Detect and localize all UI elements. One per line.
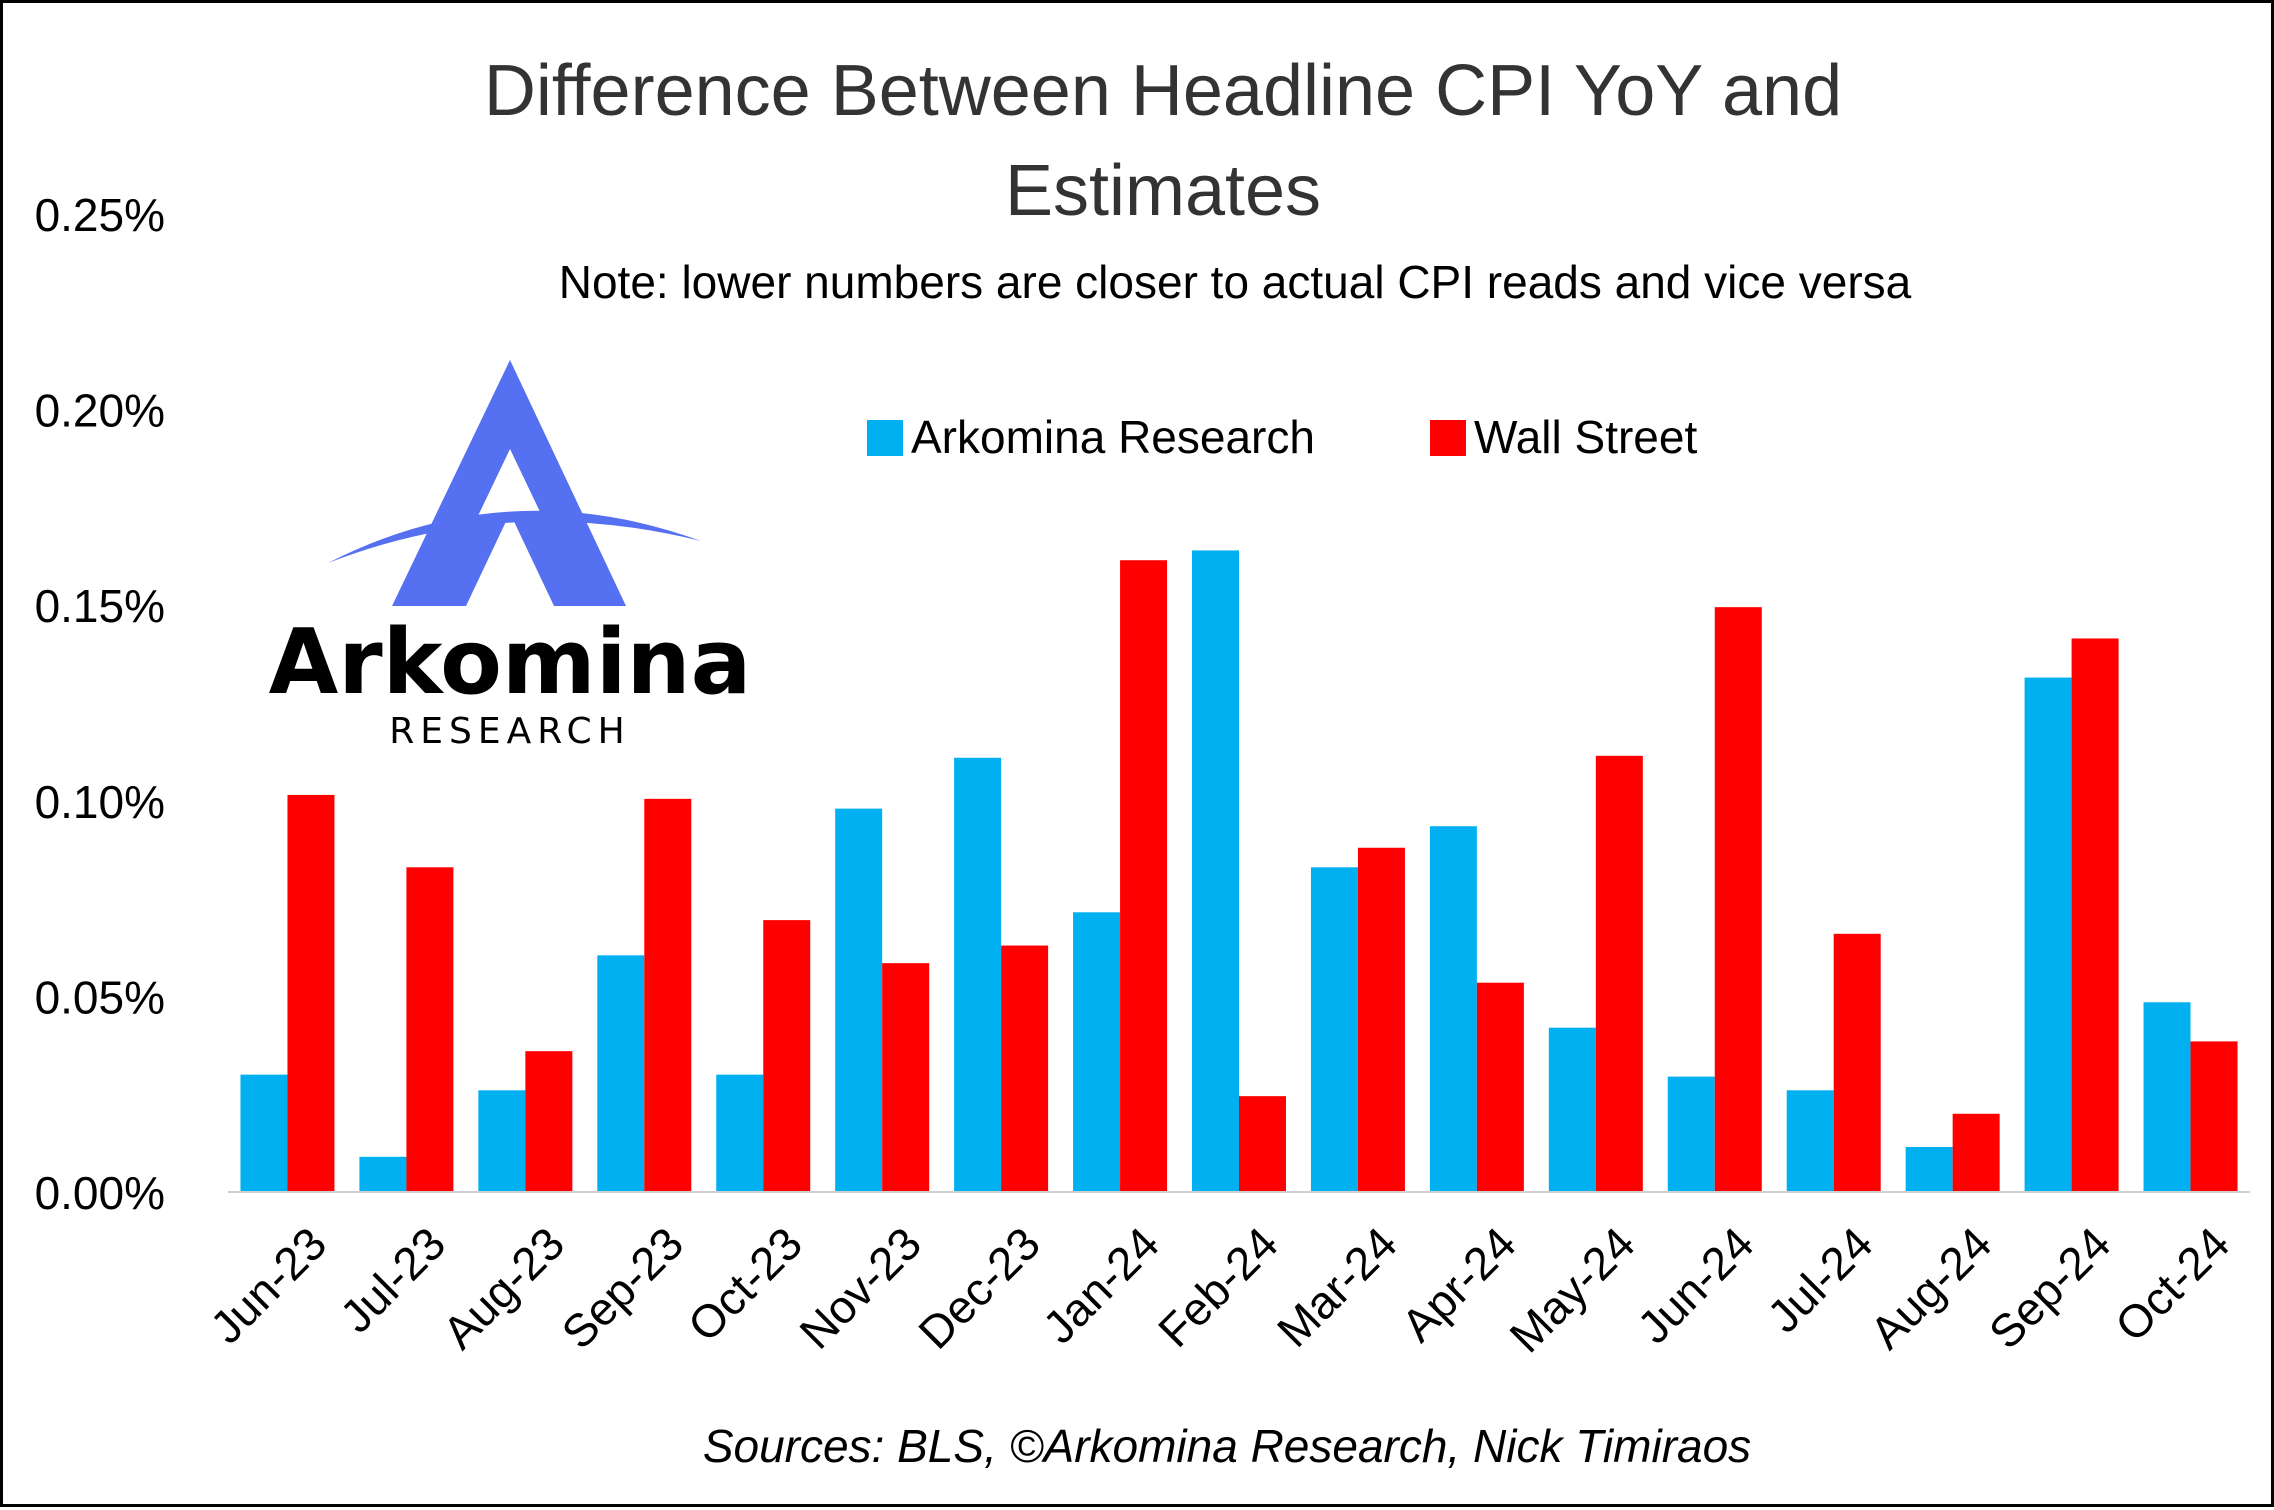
- bar-wall-street-feb-24: [1239, 1096, 1286, 1192]
- source-note: Sources: BLS, ©Arkomina Research, Nick T…: [703, 1420, 1751, 1472]
- bar-arkomina-aug-24: [1905, 1147, 1953, 1192]
- bar-wall-street-jul-24: [1833, 933, 1881, 1192]
- x-tick-label: Oct-23: [678, 1217, 812, 1351]
- chart-svg: Difference Between Headline CPI YoY and …: [35, 51, 2250, 1472]
- bar-wall-street-sep-24: [2071, 638, 2119, 1192]
- x-tick-label: Jun-23: [200, 1217, 336, 1353]
- bar-arkomina-sep-24: [2024, 677, 2072, 1192]
- bar-arkomina-apr-24: [1429, 826, 1477, 1192]
- y-tick-label: 0.05%: [35, 971, 165, 1023]
- bar-arkomina-aug-23: [478, 1090, 526, 1192]
- bar-arkomina-dec-23: [954, 757, 1002, 1192]
- logo-name: Arkomina: [269, 610, 752, 715]
- bar-wall-street-mar-24: [1357, 847, 1405, 1192]
- x-tick-label: Sep-23: [551, 1217, 693, 1359]
- logo-arc-icon: [328, 510, 701, 563]
- logo-a-mark-icon: [392, 360, 626, 606]
- y-tick-label: 0.00%: [35, 1167, 165, 1219]
- legend-swatch-arkomina: [867, 420, 903, 456]
- chart-title-line-1: Difference Between Headline CPI YoY and: [484, 51, 1842, 131]
- bar-arkomina-oct-23: [716, 1074, 764, 1192]
- bar-arkomina-oct-24: [2143, 1002, 2191, 1192]
- logo-tagline: RESEARCH: [389, 711, 630, 752]
- bar-arkomina-jul-24: [1786, 1090, 1834, 1192]
- bar-arkomina-mar-24: [1310, 867, 1358, 1192]
- bars: [240, 550, 2238, 1192]
- bar-arkomina-jul-23: [359, 1156, 407, 1192]
- bar-arkomina-feb-24: [1192, 550, 1239, 1192]
- bar-wall-street-apr-24: [1476, 982, 1524, 1192]
- x-tick-label: Feb-24: [1148, 1217, 1288, 1357]
- legend-label-wall-street: Wall Street: [1474, 411, 1697, 463]
- bar-arkomina-sep-23: [597, 955, 645, 1192]
- bar-wall-street-jan-24: [1120, 560, 1168, 1192]
- logo: Arkomina RESEARCH: [269, 360, 752, 752]
- bar-arkomina-jan-24: [1073, 912, 1121, 1192]
- bar-wall-street-jun-23: [287, 794, 335, 1192]
- chart-title-line-2: Estimates: [1005, 151, 1321, 231]
- x-tick-label: Aug-23: [433, 1217, 575, 1359]
- bar-wall-street-may-24: [1595, 755, 1643, 1192]
- x-tick-label: Nov-23: [789, 1217, 931, 1359]
- legend-label-arkomina: Arkomina Research: [911, 411, 1315, 463]
- chart-subtitle: Note: lower numbers are closer to actual…: [559, 256, 1912, 308]
- bar-wall-street-dec-23: [1001, 945, 1049, 1192]
- x-tick-label: Jun-24: [1627, 1217, 1763, 1353]
- bar-arkomina-jun-23: [240, 1074, 288, 1192]
- bar-wall-street-sep-23: [644, 798, 692, 1192]
- y-axis: 0.00% 0.05% 0.10% 0.15% 0.20% 0.25%: [35, 189, 165, 1219]
- y-tick-label: 0.10%: [35, 776, 165, 828]
- bar-arkomina-jun-24: [1667, 1076, 1715, 1192]
- bar-wall-street-oct-24: [2190, 1041, 2238, 1192]
- x-tick-label: Dec-23: [908, 1217, 1050, 1359]
- bar-arkomina-may-24: [1548, 1027, 1596, 1192]
- bar-wall-street-nov-23: [882, 963, 930, 1192]
- x-axis: Jun-23Jul-23Aug-23Sep-23Oct-23Nov-23Dec-…: [200, 1217, 2239, 1362]
- y-tick-label: 0.20%: [35, 385, 165, 437]
- x-tick-label: May-24: [1499, 1217, 1644, 1362]
- y-tick-label: 0.25%: [35, 189, 165, 241]
- y-tick-label: 0.15%: [35, 580, 165, 632]
- bar-wall-street-aug-24: [1952, 1113, 2000, 1192]
- x-tick-label: Jan-24: [1033, 1217, 1169, 1353]
- bar-wall-street-oct-23: [763, 920, 811, 1192]
- bar-wall-street-jun-24: [1714, 607, 1762, 1192]
- x-tick-label: Mar-24: [1267, 1217, 1407, 1357]
- legend: Arkomina Research Wall Street: [867, 411, 1697, 463]
- bar-arkomina-nov-23: [835, 808, 883, 1192]
- bar-wall-street-aug-23: [525, 1051, 573, 1192]
- legend-swatch-wall-street: [1430, 420, 1466, 456]
- x-tick-label: Sep-24: [1979, 1217, 2121, 1359]
- x-tick-label: Aug-24: [1860, 1217, 2002, 1359]
- bar-wall-street-jul-23: [406, 867, 454, 1192]
- x-tick-label: Oct-24: [2105, 1217, 2239, 1351]
